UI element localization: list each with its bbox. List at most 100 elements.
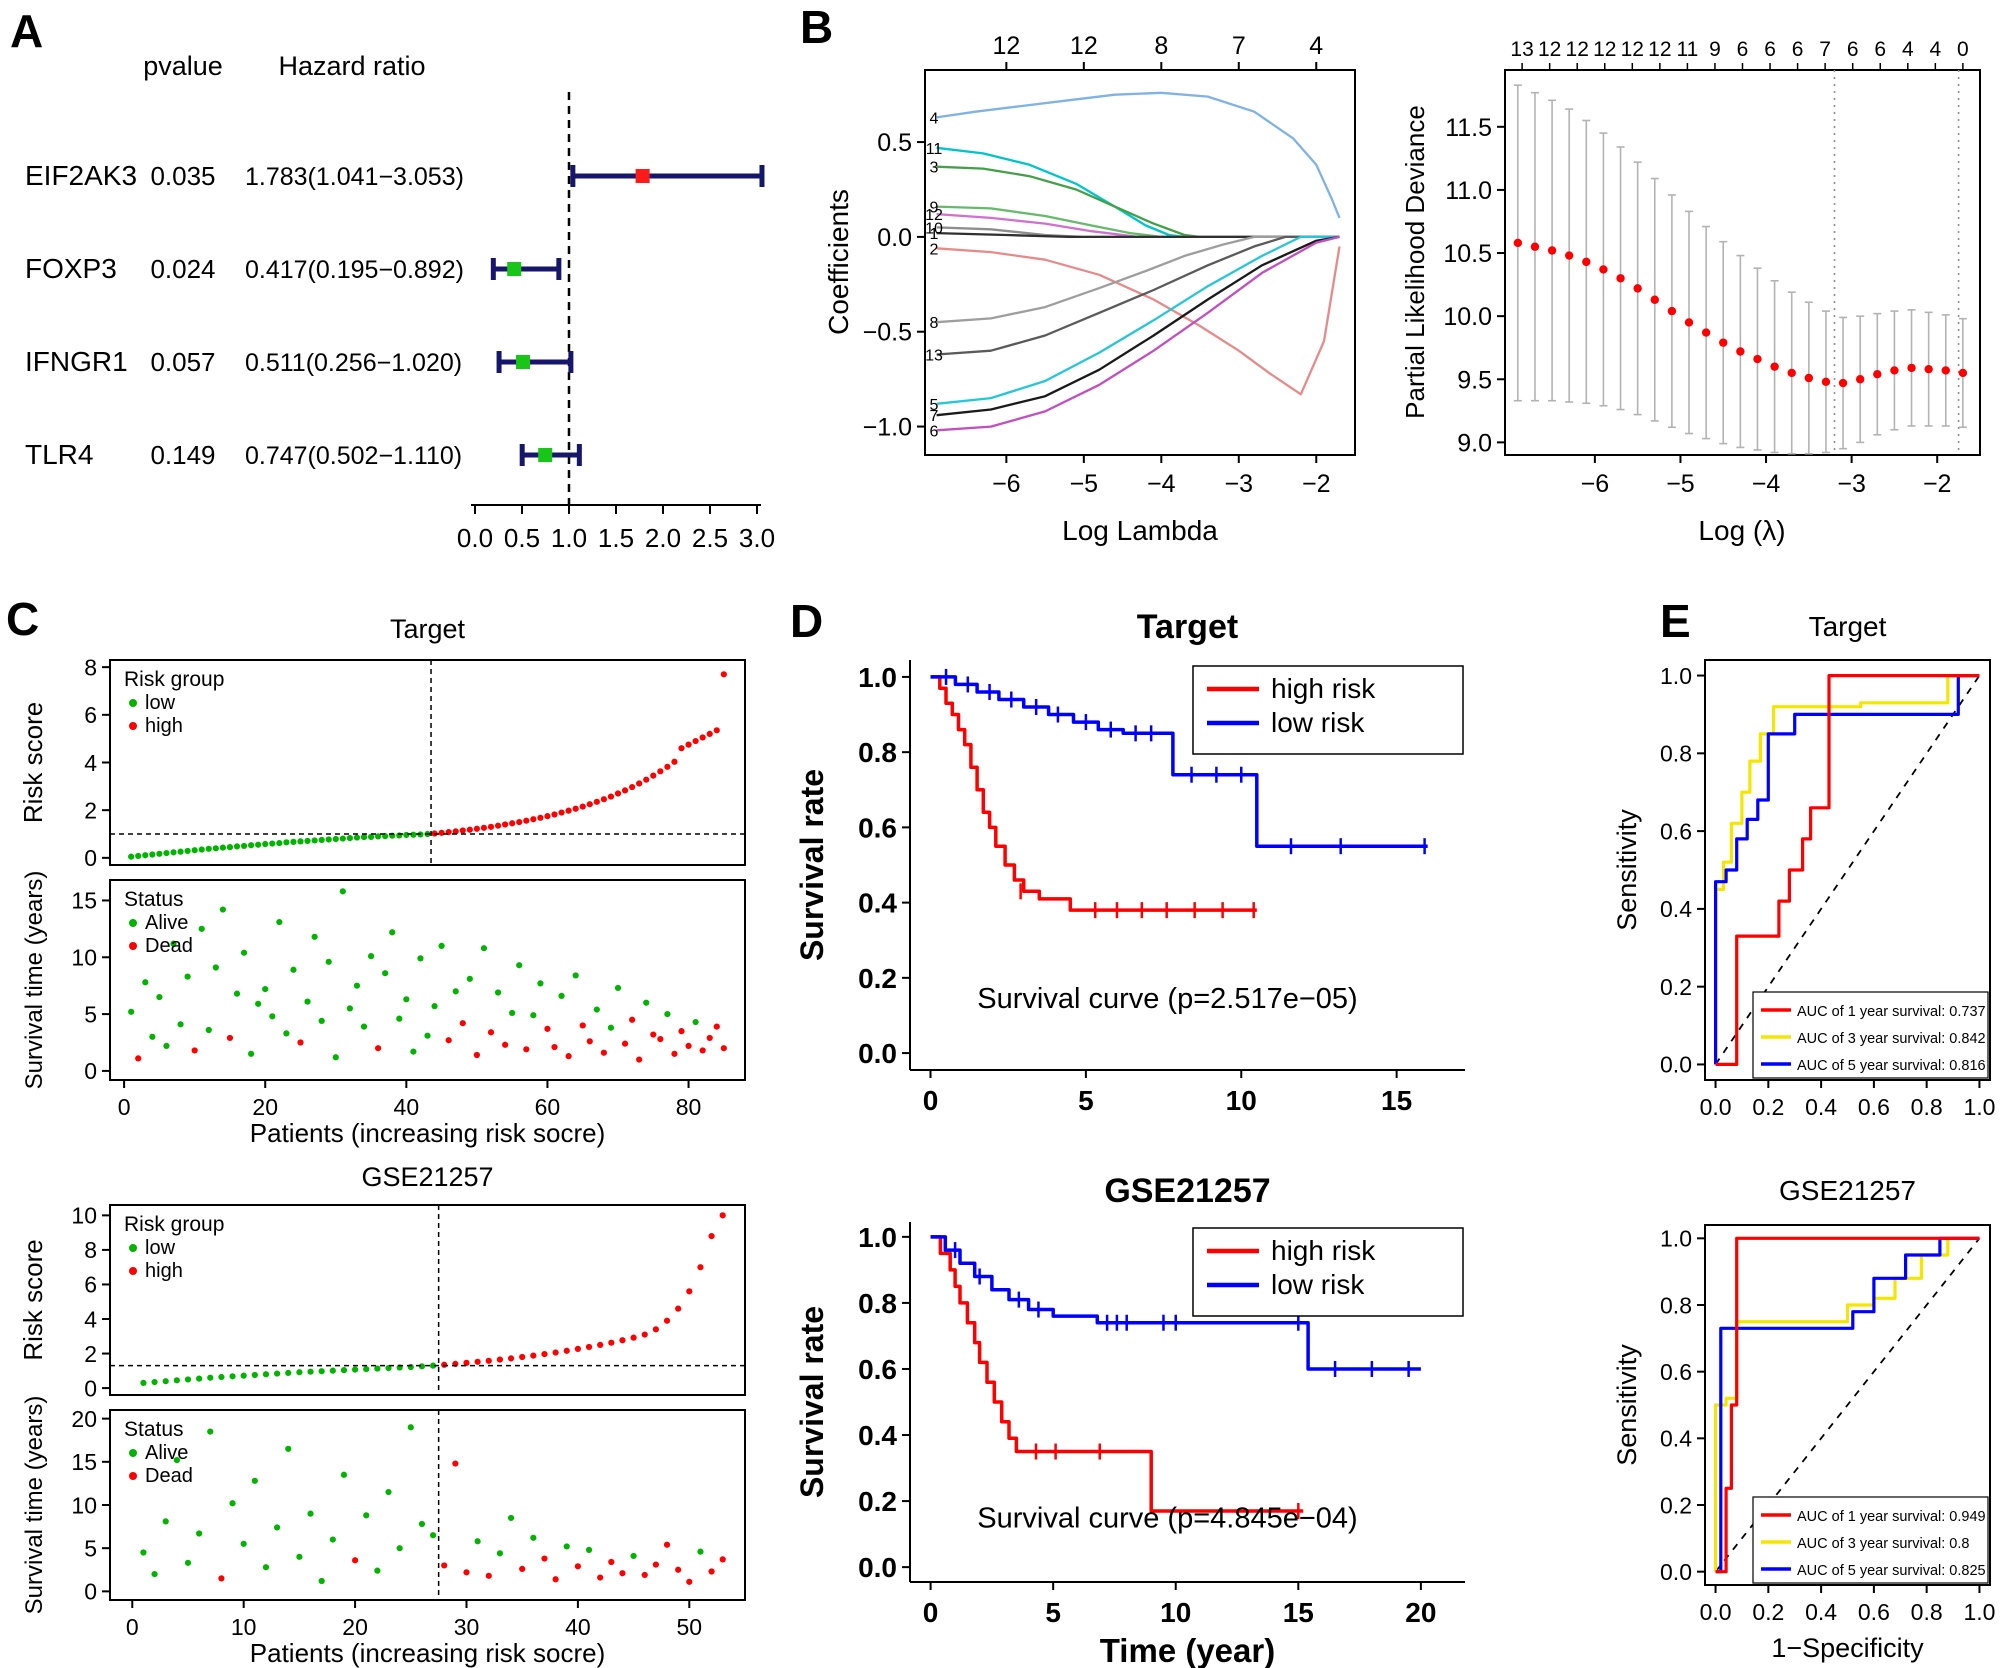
svg-text:13: 13: [925, 347, 943, 364]
svg-text:50: 50: [677, 1614, 703, 1640]
svg-text:7: 7: [930, 408, 939, 425]
svg-text:0.5: 0.5: [877, 129, 912, 157]
svg-text:4: 4: [930, 110, 939, 127]
svg-text:0: 0: [118, 1094, 131, 1120]
svg-text:0.0: 0.0: [1660, 1559, 1692, 1585]
svg-text:Risk score: Risk score: [18, 1239, 48, 1360]
svg-text:TLR4: TLR4: [25, 439, 93, 470]
svg-text:pvalue: pvalue: [143, 51, 223, 81]
svg-text:1: 1: [930, 226, 939, 243]
svg-text:9.0: 9.0: [1457, 429, 1492, 457]
svg-text:0.0: 0.0: [858, 1038, 897, 1069]
svg-text:high risk: high risk: [1271, 673, 1376, 704]
svg-text:0.747(0.502−1.110): 0.747(0.502−1.110): [245, 442, 462, 470]
svg-text:40: 40: [394, 1094, 420, 1120]
svg-text:AUC of 5 year survival: 0.816: AUC of 5 year survival: 0.816: [1797, 1058, 1986, 1074]
svg-text:6: 6: [84, 1272, 97, 1298]
svg-text:Log (λ): Log (λ): [1698, 515, 1785, 546]
svg-text:12: 12: [1621, 38, 1644, 61]
svg-text:80: 80: [676, 1094, 702, 1120]
svg-text:Log Lambda: Log Lambda: [1062, 515, 1218, 546]
svg-text:6: 6: [1792, 38, 1804, 61]
svg-text:AUC of 1 year survival: 0.737: AUC of 1 year survival: 0.737: [1797, 1004, 1986, 1020]
svg-text:10: 10: [71, 945, 97, 971]
svg-text:12: 12: [1566, 38, 1589, 61]
svg-text:1.0: 1.0: [1660, 663, 1692, 689]
svg-text:Risk group: Risk group: [124, 1213, 224, 1236]
svg-text:10: 10: [925, 220, 943, 237]
svg-text:10: 10: [71, 1203, 97, 1229]
svg-text:1.783(1.041−3.053): 1.783(1.041−3.053): [245, 163, 464, 191]
svg-text:low: low: [145, 1237, 176, 1259]
svg-text:10: 10: [1226, 1085, 1257, 1116]
svg-text:12: 12: [925, 207, 943, 224]
svg-text:1.0: 1.0: [858, 662, 897, 693]
svg-text:0: 0: [84, 845, 97, 871]
svg-text:low risk: low risk: [1271, 1269, 1365, 1300]
svg-text:12: 12: [1070, 32, 1098, 60]
svg-text:0.2: 0.2: [1660, 1492, 1692, 1518]
svg-text:0.0: 0.0: [1700, 1599, 1732, 1625]
svg-text:Survival curve (p=2.517e−05): Survival curve (p=2.517e−05): [977, 983, 1357, 1015]
svg-text:2: 2: [84, 797, 97, 823]
svg-text:0.0: 0.0: [877, 224, 912, 252]
svg-text:0.4: 0.4: [1805, 1094, 1837, 1120]
svg-text:−1.0: −1.0: [863, 414, 912, 442]
svg-text:5: 5: [84, 1535, 97, 1561]
svg-text:1.0: 1.0: [1963, 1094, 1995, 1120]
svg-text:20: 20: [1405, 1597, 1436, 1628]
svg-text:−6: −6: [992, 470, 1021, 498]
svg-text:0.035: 0.035: [150, 161, 215, 191]
svg-text:6: 6: [1764, 38, 1776, 61]
svg-text:0.6: 0.6: [858, 812, 897, 843]
svg-text:0.4: 0.4: [858, 1420, 897, 1451]
svg-text:5: 5: [84, 1001, 97, 1027]
svg-text:Survival time (years): Survival time (years): [21, 871, 48, 1090]
panel-label-c: C: [6, 593, 40, 645]
svg-text:0.8: 0.8: [1660, 1292, 1692, 1318]
svg-text:0.2: 0.2: [1752, 1599, 1784, 1625]
svg-text:Coefficients: Coefficients: [823, 189, 854, 335]
svg-text:AUC of 5 year survival: 0.825: AUC of 5 year survival: 0.825: [1797, 1563, 1986, 1579]
svg-text:Time (year): Time (year): [1100, 1632, 1275, 1668]
svg-text:0.0: 0.0: [1660, 1052, 1692, 1078]
svg-text:5: 5: [930, 397, 939, 414]
svg-text:0.0: 0.0: [1700, 1094, 1732, 1120]
svg-text:0.2: 0.2: [858, 963, 897, 994]
svg-text:−2: −2: [1923, 470, 1952, 498]
svg-text:GSE21257: GSE21257: [361, 1162, 493, 1192]
svg-text:Sensitivity: Sensitivity: [1612, 809, 1642, 931]
svg-text:Survival rate: Survival rate: [794, 769, 830, 961]
svg-text:Partial Likelihood Deviance: Partial Likelihood Deviance: [1400, 105, 1430, 419]
svg-text:0.8: 0.8: [1660, 741, 1692, 767]
svg-text:GSE21257: GSE21257: [1779, 1175, 1916, 1206]
svg-text:4: 4: [1902, 38, 1914, 61]
svg-text:0.4: 0.4: [1660, 1426, 1692, 1452]
svg-text:13: 13: [1510, 38, 1533, 61]
panel-label-b: B: [800, 1, 834, 53]
svg-text:10.5: 10.5: [1443, 240, 1492, 268]
svg-text:high: high: [145, 715, 183, 737]
svg-text:8: 8: [84, 654, 97, 680]
svg-text:Status: Status: [124, 888, 184, 911]
svg-text:7: 7: [1232, 32, 1246, 60]
svg-text:Alive: Alive: [145, 912, 188, 934]
svg-text:Survival rate: Survival rate: [794, 1306, 830, 1498]
svg-text:−5: −5: [1666, 470, 1695, 498]
svg-text:AUC of 3 year survival: 0.8: AUC of 3 year survival: 0.8: [1797, 1536, 1969, 1552]
svg-text:1.0: 1.0: [1660, 1226, 1692, 1252]
svg-text:Dead: Dead: [145, 1465, 193, 1487]
svg-text:0.2: 0.2: [858, 1486, 897, 1517]
svg-text:Patients (increasing risk socr: Patients (increasing risk socre): [250, 1638, 605, 1668]
svg-text:11.0: 11.0: [1445, 177, 1492, 205]
svg-text:8: 8: [1154, 32, 1168, 60]
svg-text:−4: −4: [1752, 470, 1781, 498]
svg-text:15: 15: [71, 888, 97, 914]
svg-text:−3: −3: [1225, 470, 1254, 498]
svg-text:0: 0: [923, 1597, 939, 1628]
svg-text:2.0: 2.0: [645, 523, 681, 553]
svg-text:Risk group: Risk group: [124, 668, 224, 691]
svg-text:1−Specificity: 1−Specificity: [1771, 1633, 1924, 1663]
svg-text:EIF2AK3: EIF2AK3: [25, 160, 137, 191]
